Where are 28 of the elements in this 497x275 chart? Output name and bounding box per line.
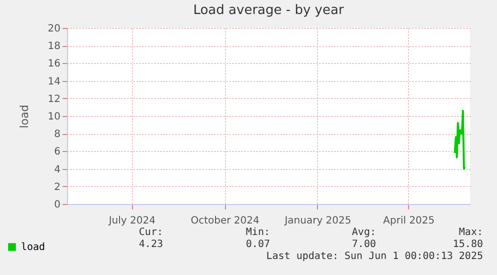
x-tick-label: January 2025: [284, 216, 352, 226]
text: 7.00: [352, 239, 376, 250]
y-tick-label: 16: [48, 58, 60, 70]
y-tick-label: 6: [54, 146, 60, 158]
y-tick-label: 8: [54, 129, 60, 140]
y-tick-label: 14: [48, 76, 60, 88]
text: Avg:: [352, 227, 376, 238]
text: Last update: Sun Jun 1 00:00:13 2025: [266, 251, 483, 262]
text: Max:: [458, 227, 483, 238]
x-tick-label: April 2025: [383, 216, 435, 226]
y-tick-label: 18: [48, 41, 60, 52]
y-tick-label: 20: [48, 24, 60, 34]
y-axis-title: load: [18, 104, 31, 128]
legend-label: load: [21, 242, 46, 253]
text: 15.80: [452, 239, 483, 250]
y-tick-label: 10: [48, 112, 60, 122]
x-tick-label: July 2024: [108, 216, 156, 226]
line-series: [454, 110, 466, 170]
chart-title: Load average - by year: [193, 3, 344, 18]
text: 4.23: [138, 239, 163, 250]
text: Min:: [246, 227, 270, 238]
x-tick-label: October 2024: [190, 216, 260, 226]
y-tick-label: 0: [54, 200, 60, 210]
y-tick-label: 4: [54, 164, 60, 176]
text: Cur:: [138, 227, 163, 238]
text: 0.07: [246, 239, 270, 250]
y-tick-label: 2: [54, 182, 60, 193]
y-tick-label: 12: [48, 94, 60, 105]
